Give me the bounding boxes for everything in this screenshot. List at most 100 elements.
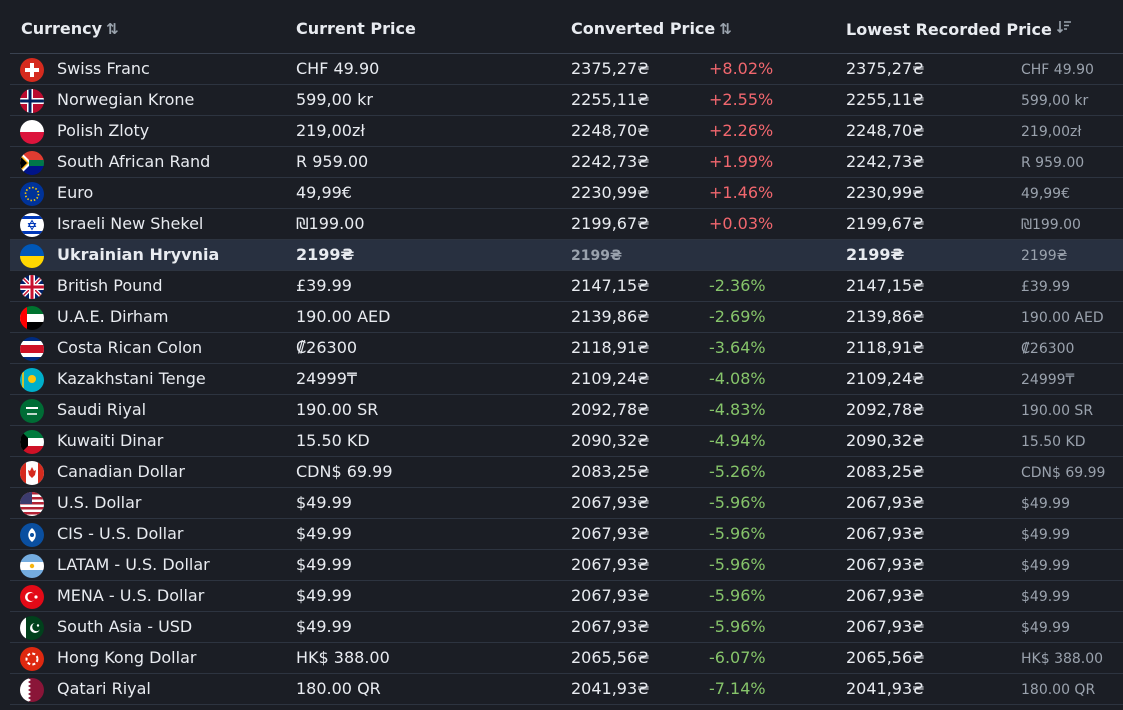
currency-name[interactable]: Euro [57, 183, 94, 202]
currency-name[interactable]: British Pound [57, 276, 163, 295]
lowest-recorded-price: 2109,24₴ [846, 369, 925, 388]
table-row[interactable]: South Asia - USD $49.99 2067,93₴ -5.96% 2067… [10, 612, 1123, 643]
converted-price: 2375,27₴ [571, 59, 650, 78]
price-change-percent: -5.96% [709, 617, 766, 636]
table-row[interactable]: Swiss Franc CHF 49.90 2375,27₴ +8.02% 2375,2… [10, 54, 1123, 85]
table-row[interactable]: MENA - U.S. Dollar $49.99 2067,93₴ -5.96% 20… [10, 581, 1123, 612]
price-change-percent: -5.96% [709, 493, 766, 512]
converted-price: 2242,73₴ [571, 152, 650, 171]
converted-price: 2109,24₴ [571, 369, 650, 388]
current-price: ₪199.00 [296, 214, 365, 233]
table-row[interactable]: Costa Rican Colon ₡26300 2118,91₴ -3.64% 211… [10, 333, 1123, 364]
currency-name[interactable]: Costa Rican Colon [57, 338, 203, 357]
norway-flag-icon [20, 89, 44, 113]
lowest-recorded-price: 2139,86₴ [846, 307, 925, 326]
table-row[interactable]: Canadian Dollar CDN$ 69.99 2083,25₴ -5.26% 2… [10, 457, 1123, 488]
currency-name[interactable]: Saudi Riyal [57, 400, 147, 419]
south-africa-flag-icon [20, 151, 44, 175]
lowest-recorded-price: 2147,15₴ [846, 276, 925, 295]
table-row[interactable]: U.A.E. Dirham 190.00 AED 2139,86₴ -2.69% 213… [10, 302, 1123, 333]
table-row[interactable]: Hong Kong Dollar HK$ 388.00 2065,56₴ -6.07%… [10, 643, 1123, 674]
lowest-recorded-price: 2375,27₴ [846, 59, 925, 78]
column-header-currency[interactable]: Currency ⇅ [21, 19, 119, 38]
currency-name[interactable]: LATAM - U.S. Dollar [57, 555, 210, 574]
price-change-percent: -2.69% [709, 307, 766, 326]
lowest-recorded-price: 2199,67₴ [846, 214, 925, 233]
table-row[interactable]: British Pound £39.99 2147,15₴ -2.36% 2147,15… [10, 271, 1123, 302]
currency-name[interactable]: South African Rand [57, 152, 211, 171]
price-change-percent: +0.03% [709, 214, 774, 233]
price-change-percent: -7.14% [709, 679, 766, 698]
table-row[interactable]: U.S. Dollar $49.99 2067,93₴ -5.96% 2067,93₴ $… [10, 488, 1123, 519]
price-change-percent: +8.02% [709, 59, 774, 78]
currency-name[interactable]: CIS - U.S. Dollar [57, 524, 184, 543]
price-change-percent: -3.64% [709, 338, 766, 357]
table-row[interactable]: Israeli New Shekel ₪199.00 2199,67₴ +0.03% 2… [10, 209, 1123, 240]
current-price: $49.99 [296, 617, 352, 636]
cis-flag-icon [20, 523, 44, 547]
current-price: $49.99 [296, 555, 352, 574]
lowest-original-price: 180.00 QR [1021, 682, 1096, 698]
lowest-recorded-price: 2067,93₴ [846, 617, 925, 636]
currency-name[interactable]: U.A.E. Dirham [57, 307, 169, 326]
current-price: 2199₴ [296, 245, 355, 264]
sort-descending-icon[interactable] [1056, 19, 1072, 39]
currency-name[interactable]: Qatari Riyal [57, 679, 151, 698]
converted-price: 2139,86₴ [571, 307, 650, 326]
current-price: ₡26300 [296, 338, 358, 357]
uk-flag-icon [20, 275, 44, 299]
current-price: $49.99 [296, 524, 352, 543]
table-row[interactable]: Euro 49,99€ 2230,99₴ +1.46% 2230,99₴ 49,99€ [10, 178, 1123, 209]
currency-name[interactable]: Norwegian Krone [57, 90, 195, 109]
currency-name[interactable]: Israeli New Shekel [57, 214, 204, 233]
table-row[interactable]: LATAM - U.S. Dollar $49.99 2067,93₴ -5.96% 2… [10, 550, 1123, 581]
currency-name[interactable]: U.S. Dollar [57, 493, 142, 512]
price-change-percent: -6.07% [709, 648, 766, 667]
lowest-recorded-price: 2092,78₴ [846, 400, 925, 419]
currency-name[interactable]: Hong Kong Dollar [57, 648, 197, 667]
uae-flag-icon [20, 306, 44, 330]
lowest-recorded-price: 2199₴ [846, 245, 905, 264]
currency-name[interactable]: Polish Zloty [57, 121, 150, 140]
lowest-recorded-price: 2242,73₴ [846, 152, 925, 171]
price-change-percent: +2.26% [709, 121, 774, 140]
column-header-converted-price[interactable]: Converted Price ⇅ [571, 19, 732, 38]
current-price: 190.00 AED [296, 307, 391, 326]
lowest-recorded-price: 2041,93₴ [846, 679, 925, 698]
current-price: CDN$ 69.99 [296, 462, 393, 481]
converted-price: 2118,91₴ [571, 338, 650, 357]
converted-price: 2092,78₴ [571, 400, 650, 419]
currency-name[interactable]: MENA - U.S. Dollar [57, 586, 205, 605]
converted-price: 2199₴ [571, 248, 622, 264]
sort-arrows-icon[interactable]: ⇅ [719, 19, 732, 38]
price-change-percent: -4.94% [709, 431, 766, 450]
table-row[interactable]: South African Rand R 959.00 2242,73₴ +1.99%… [10, 147, 1123, 178]
table-row[interactable]: Ukrainian Hryvnia 2199₴ 2199₴ 2199₴ 2199₴ [10, 240, 1123, 271]
currency-name[interactable]: Ukrainian Hryvnia [57, 245, 220, 264]
price-change-percent: -4.08% [709, 369, 766, 388]
usa-flag-icon [20, 492, 44, 516]
converted-price: 2147,15₴ [571, 276, 650, 295]
currency-name[interactable]: Kuwaiti Dinar [57, 431, 164, 450]
currency-name[interactable]: Kazakhstani Tenge [57, 369, 206, 388]
table-body: Swiss Franc CHF 49.90 2375,27₴ +8.02% 2375,2… [10, 54, 1123, 705]
table-row[interactable]: Qatari Riyal 180.00 QR 2041,93₴ -7.14% 2041,… [10, 674, 1123, 705]
currency-name[interactable]: Canadian Dollar [57, 462, 185, 481]
switzerland-flag-icon [20, 58, 44, 82]
table-row[interactable]: Polish Zloty 219,00zł 2248,70₴ +2.26% 2248,7… [10, 116, 1123, 147]
lowest-recorded-price: 2248,70₴ [846, 121, 925, 140]
table-row[interactable]: Kazakhstani Tenge 24999₸ 2109,24₴ -4.08% 210… [10, 364, 1123, 395]
sort-arrows-icon[interactable]: ⇅ [106, 19, 119, 38]
table-row[interactable]: Saudi Riyal 190.00 SR 2092,78₴ -4.83% 2092,7… [10, 395, 1123, 426]
table-row[interactable]: Kuwaiti Dinar 15.50 KD 2090,32₴ -4.94% 2090,… [10, 426, 1123, 457]
table-row[interactable]: CIS - U.S. Dollar $49.99 2067,93₴ -5.96% 206… [10, 519, 1123, 550]
currency-name[interactable]: Swiss Franc [57, 59, 150, 78]
current-price: 599,00 kr [296, 90, 373, 109]
column-header-lowest-recorded-price[interactable]: Lowest Recorded Price [846, 19, 1072, 39]
table-row[interactable]: Norwegian Krone 599,00 kr 2255,11₴ +2.55% 22… [10, 85, 1123, 116]
currency-name[interactable]: South Asia - USD [57, 617, 193, 636]
lowest-recorded-price: 2230,99₴ [846, 183, 925, 202]
price-change-percent: -5.96% [709, 586, 766, 605]
lowest-recorded-price: 2090,32₴ [846, 431, 925, 450]
